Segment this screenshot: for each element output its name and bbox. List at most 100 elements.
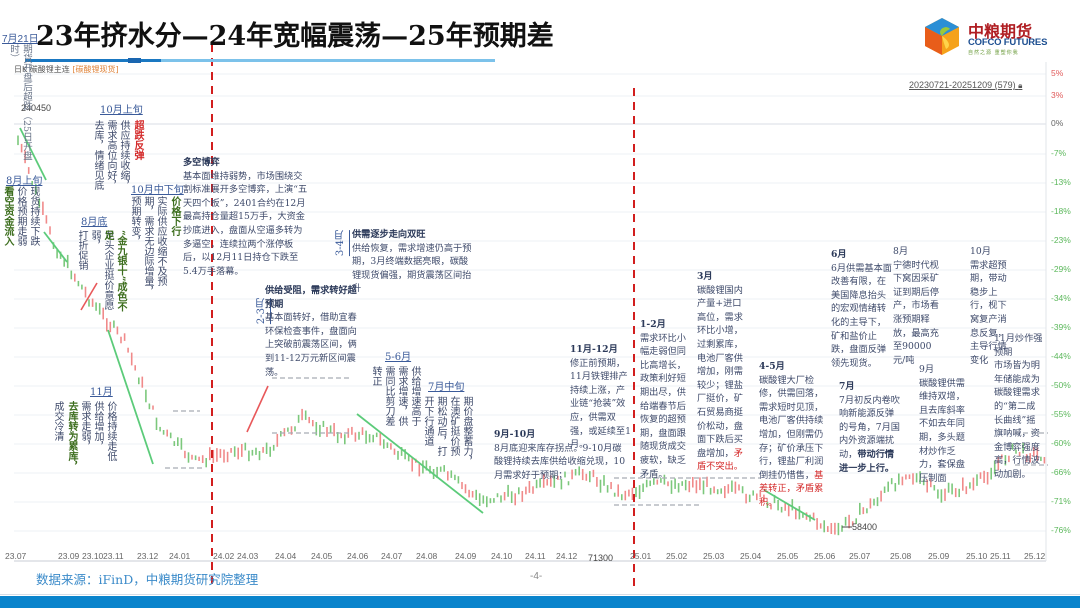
y-tick: -44% [1051, 351, 1071, 361]
annotation-nov-dec-body: 修正前预期，11月铁锂排产持续上涨，产业链“抢装”效应，供需双强，或延续至1月。 [570, 357, 631, 451]
annotation-nov-25-title: 11月炒作强预期 [994, 333, 1043, 358]
annotation-dec-game: 多空博弈 基本面维持弱势，市场围绕交割标准展开多空博弈，上演“五天四个板”，24… [183, 156, 309, 278]
y-tick: -23% [1051, 235, 1071, 245]
annotation-aug-25-title: 8月 [893, 246, 909, 257]
annotation-mar-apr-body: 供给恢复，需求增速仍高于预期，3月终端数据亮眼，碳酸锂现货偏强，期货震荡区间抬升 [352, 242, 472, 295]
annotation-aug-end-3: “金九银十”成色不足 [102, 230, 126, 312]
page-number: -4- [530, 571, 543, 582]
x-tick: 24.06 [347, 551, 369, 561]
annotation-oct-late-2: 实际供应收缩不及预 [155, 196, 166, 286]
y-tick: -76% [1051, 525, 1071, 535]
annotation-jul-25: 7月 7月初反内卷吹响新能源反弹的号角，7月国内外资源端扰动，带动行情进一步上行… [839, 380, 901, 475]
annotation-feb-mar-body: 基本面转好，借助宜春环保检查事件，盘面向上突破前震荡区间，俩到11-12万元新区… [265, 312, 357, 378]
annotation-jul-25-title: 7月 [839, 381, 855, 392]
range-lines [165, 377, 1048, 506]
annotation-jul-mid-4: 期价盘整蓄力， [461, 396, 472, 466]
label-mar-apr: 3-4月 [333, 230, 350, 257]
y-tick: -55% [1051, 409, 1071, 419]
x-tick: 24.08 [416, 551, 438, 561]
x-tick: 24.12 [556, 551, 578, 561]
annotation-jul-mid-2: 期松动后，打 [435, 396, 446, 456]
chart-series-label[interactable]: 日K 碳酸锂主连 [14, 65, 70, 74]
time-range-slider-track[interactable] [25, 59, 495, 62]
annotation-nov-1: 价格持续走低 [105, 401, 116, 461]
annotation-jan-feb-25: 1-2月 需求环比小幅走弱但同比高增长，政策利好短期出尽，供给端春节后恢复的超预… [640, 318, 692, 481]
y-tick: -7% [1051, 148, 1067, 158]
date-range-text: 20230721-20251209 (579) [909, 80, 1016, 90]
annotation-apr-may-25-highlight: 基差转正，矛盾累积。 [759, 469, 824, 508]
x-tick: 24.03 [237, 551, 259, 561]
x-tick: 25.06 [814, 551, 836, 561]
low-2025-price-label: 58400 [852, 522, 878, 532]
chart-compare-label[interactable]: [碳酸锂现货] [72, 65, 119, 74]
annotation-top-left: 期货开盘后超跌（25日开盘时） [8, 44, 32, 161]
x-tick: 23.12 [137, 551, 159, 561]
annotation-oct-late-1: 价格下行 [169, 196, 180, 236]
annotation-nov-3: 需求走弱， [79, 401, 90, 451]
chart-header: 日K 碳酸锂主连 [碳酸锂现货] [14, 64, 119, 75]
annotation-nov-25: 11月炒作强预期 市场皆为明年储能成为碳酸锂需求的“第二成长曲线”摇旗呐喊，资金… [994, 332, 1044, 482]
annotation-sep-25-body: 碳酸锂供需维持双增，且去库斜率不如去年同期，多头题材炒作乏力，套保盘压制面 [919, 377, 965, 484]
annotation-sep-oct-title: 9月-10月 [494, 429, 536, 440]
annotation-jul-mid-1: 开下行通道 [422, 396, 433, 446]
x-tick: 25.03 [703, 551, 725, 561]
annotation-aug-25-body: 宁德时代枧下窝因采矿证到期后停产，市场看涨预期释放，最高充至90000元/吨 [893, 259, 939, 366]
annotation-sep-oct: 9月-10月 8月底迎来库存拐点。9-10月碳酸锂持续去库供给收缩兑现，10月需… [494, 428, 630, 482]
x-tick: 24.04 [275, 551, 297, 561]
date-link[interactable]: 7月21日 [2, 34, 39, 45]
annotation-mar-apr: 供需逐步走向双旺 供给恢复，需求增速仍高于预期，3月终端数据亮眼，碳酸锂现货偏强… [352, 228, 474, 296]
annotation-nov-dec-title: 11月-12月 [570, 344, 618, 355]
y-tick: -50% [1051, 380, 1071, 390]
annotation-sep-oct-body: 8月底迎来库存拐点。9-10月碳酸锂持续去库供给收缩兑现，10月需求好于预期； [494, 442, 626, 481]
annotation-dec-game-title: 多空博弈 [183, 157, 220, 168]
annotation-feb-mar: 供给受阻，需求转好超预期 基本面转好，借助宜春环保检查事件，盘面向上突破前震荡区… [265, 284, 359, 379]
label-aug-early: 8月上旬 [6, 176, 43, 187]
x-tick: 25.08 [890, 551, 912, 561]
x-tick: 23.10 [82, 551, 104, 561]
label-nov: 11月 [90, 387, 113, 398]
annotation-dec-game-body: 基本面维持弱势，市场围绕交割标准展开多空博弈，上演“五天四个板”，2401合约在… [183, 170, 308, 277]
x-tick: 24.07 [381, 551, 403, 561]
annotation-sep-25-title: 9月 [919, 364, 935, 375]
year-dividers [211, 44, 635, 590]
annotation-apr-may-25: 4-5月 碳酸锂大厂检修，供需回落，需求短时见顶，电池厂客供持续增加，但刚需仍存… [759, 360, 829, 510]
annotation-jul-25-highlight: 带动行情进一步上行。 [839, 448, 895, 474]
y-tick: -39% [1051, 322, 1071, 332]
logo-cn: 中粮期货 [968, 22, 1033, 41]
date-range-label[interactable]: 20230721-20251209 (579) 🔒︎ [909, 80, 1022, 91]
cofco-cube-icon [925, 18, 959, 55]
annotation-aug-early-3: 现货持续下跌 [28, 186, 39, 246]
time-range-slider-handle[interactable] [128, 58, 141, 63]
annotation-apr-may-25-body: 碳酸锂大厂检修，供需回落，需求短时见顶，电池厂客供持续增加，但刚需仍存；矿价承压… [759, 374, 824, 481]
lock-icon[interactable]: 🔒︎ [1018, 81, 1023, 90]
y-tick: 5% [1051, 68, 1064, 78]
x-tick: 25.11 [990, 551, 1011, 561]
y-tick: -60% [1051, 438, 1071, 448]
annotation-jan-feb-25-title: 1-2月 [640, 319, 666, 330]
x-tick: 25.10 [966, 551, 988, 561]
y-tick: -13% [1051, 177, 1071, 187]
annotation-aug-early-1: 看空资金流入 [2, 186, 13, 246]
annotation-jul-mid-3: 在澳矿挺价预 [448, 396, 459, 456]
annotation-nov-dec: 11月-12月 修正前预期，11月铁锂排产持续上涨，产业链“抢装”效应，供需双强… [570, 343, 634, 452]
x-tick: 24.02 [213, 551, 235, 561]
x-tick: 25.07 [849, 551, 871, 561]
annotation-feb-mar-title: 供给受阻，需求转好超预期 [265, 285, 357, 310]
annotation-apr-may-25-title: 4-5月 [759, 361, 785, 372]
cofco-logo: 中粮期货 COFCO FUTURES 自然之源 重塑你我 [922, 16, 1052, 56]
annotation-oct-early-4: 去库，情绪见底 [92, 120, 103, 190]
footer-bar [0, 596, 1080, 608]
x-tick: 25.09 [928, 551, 950, 561]
high-price-label: 240450 [21, 103, 52, 113]
annotation-jun-25-title: 6月 [831, 249, 847, 260]
x-tick: 25.05 [777, 551, 799, 561]
page-title: 23年挤水分—24年宽幅震荡—25年预期差 [36, 21, 554, 52]
annotation-oct-early-2: 供应持续收缩， [118, 120, 129, 190]
annotation-mar-25-highlight: 矛盾不突出。 [697, 447, 743, 473]
low-2024-price-label: 71300 [588, 553, 614, 563]
logo-tagline: 自然之源 重塑你我 [968, 50, 1019, 56]
y-tick: -66% [1051, 467, 1071, 477]
x-tick: 23.07 [5, 551, 27, 561]
annotation-oct-25-body: 需求超预期，带动稳步上行，枧下窝复产消息反复，主导行情变化 [970, 259, 1007, 366]
annotation-sep-25: 9月 碳酸锂供需维持双增，且去库斜率不如去年同期，多头题材炒作乏力，套保盘压制面 [919, 363, 969, 485]
